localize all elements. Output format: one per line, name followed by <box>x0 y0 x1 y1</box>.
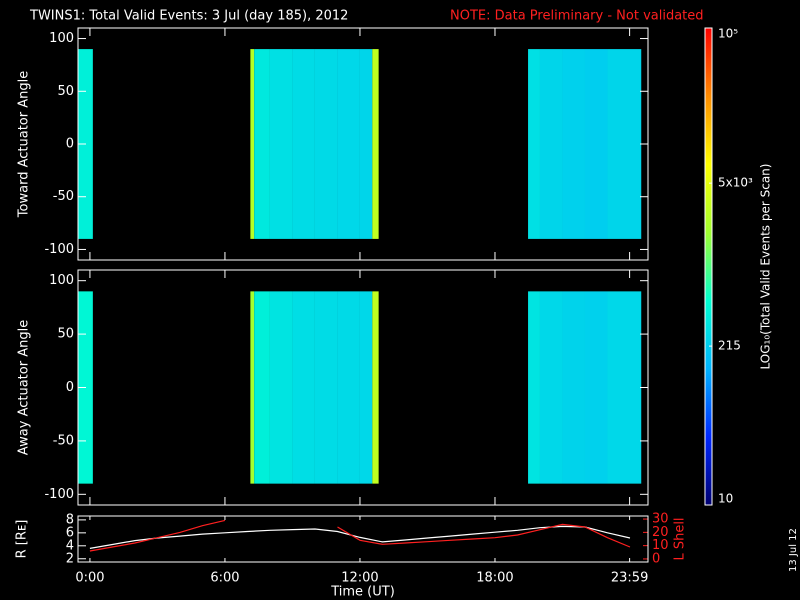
y-tick-label: 50 <box>57 84 74 99</box>
x-tick-label: 12:00 <box>341 571 378 586</box>
y2-tick-label: 0 <box>652 551 660 566</box>
date-stamp: 13 Jul 12 <box>788 528 799 572</box>
x-tick-label: 0:00 <box>75 571 104 586</box>
colorbar-tick-label: 215 <box>718 339 741 353</box>
y-tick-label: 6 <box>66 525 74 540</box>
spectrogram-cell <box>372 291 379 484</box>
spectrogram-cell <box>607 49 642 239</box>
spectrogram-cell <box>359 291 373 484</box>
colorbar <box>704 27 713 506</box>
spectrogram-cell <box>337 291 360 484</box>
spectrogram-cell <box>539 49 563 239</box>
line-series <box>89 525 631 549</box>
colorbar-tick-label: 5x10³ <box>718 176 753 190</box>
spectrogram-cell <box>372 49 379 239</box>
y-axis-label: Toward Actuator Angle <box>17 71 32 218</box>
spectrogram-cell <box>528 49 540 239</box>
title: TWINS1: Total Valid Events: 3 Jul (day 1… <box>29 9 348 24</box>
spectrogram-cell <box>314 49 338 239</box>
y-tick-label: -50 <box>53 433 74 448</box>
y-tick-label: 50 <box>57 327 74 342</box>
y2-tick-label: 30 <box>652 512 669 527</box>
colorbar-label: LOG₁₀(Total Valid Events per Scan) <box>759 164 773 370</box>
line-series <box>89 519 631 552</box>
x-tick-label: 6:00 <box>210 571 239 586</box>
colorbar-tick-label: 10 <box>718 492 733 506</box>
y-tick-label: 4 <box>66 538 74 553</box>
y-tick-label: 0 <box>66 137 74 152</box>
y-axis-label: R [Rᴇ] <box>15 520 30 559</box>
y-tick-label: 2 <box>66 551 74 566</box>
spectrogram-cell <box>584 49 608 239</box>
spectrogram-cell <box>607 291 642 484</box>
spectrogram-cell <box>269 49 293 239</box>
y2-tick-label: 20 <box>652 525 669 540</box>
spectrogram-cell <box>292 291 315 484</box>
y-tick-label: -100 <box>44 242 74 257</box>
y-tick-label: 8 <box>66 512 74 527</box>
spectrogram-cell <box>584 291 608 484</box>
panel-frame <box>77 515 649 563</box>
spectrogram-cell <box>250 291 255 484</box>
spectrogram-cell <box>254 291 270 484</box>
spectrogram-cell <box>528 291 540 484</box>
spectrogram-cell <box>314 291 338 484</box>
spectrogram-cell <box>562 49 585 239</box>
y-axis-label: Away Actuator Angle <box>17 320 32 455</box>
y2-tick-label: 10 <box>652 538 669 553</box>
y2-axis-label: L Shell <box>673 517 688 560</box>
spectrogram-cell <box>250 49 255 239</box>
y-tick-label: 100 <box>49 273 74 288</box>
spectrogram-cell <box>562 291 585 484</box>
y-tick-label: 0 <box>66 380 74 395</box>
spectrogram-cell <box>359 49 373 239</box>
spectrogram-cell <box>539 291 563 484</box>
y-tick-label: -100 <box>44 487 74 502</box>
x-axis-label: Time (UT) <box>330 585 395 600</box>
colorbar-tick-label: 10⁵ <box>718 27 738 41</box>
spectrogram-cell <box>337 49 360 239</box>
y-tick-label: 100 <box>49 31 74 46</box>
x-tick-label: 18:00 <box>476 571 513 586</box>
x-tick-label: 23:59 <box>611 571 648 586</box>
y-tick-label: -50 <box>53 189 74 204</box>
note: NOTE: Data Preliminary - Not validated <box>450 9 704 24</box>
spectrogram-cell <box>292 49 315 239</box>
spectrogram-cell <box>254 49 270 239</box>
spectrogram-cell <box>269 291 293 484</box>
